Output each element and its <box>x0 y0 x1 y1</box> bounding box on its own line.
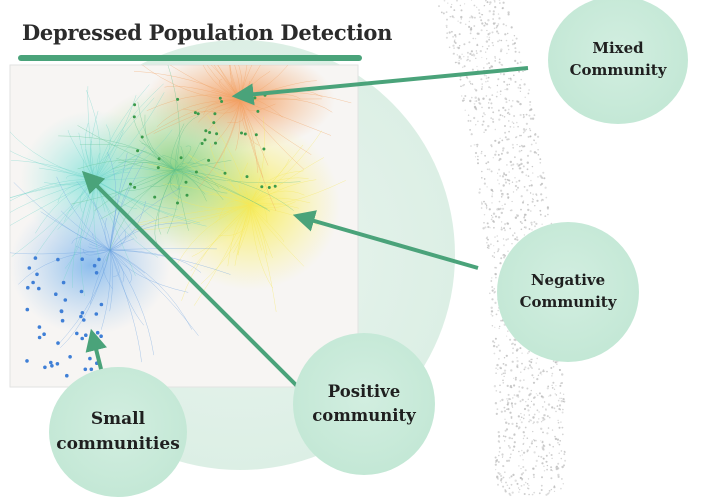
negative-community-bubble: Negative Community <box>497 222 639 362</box>
small-cluster-blob <box>10 195 170 335</box>
positive-community-label: Positive community <box>312 382 416 425</box>
arrow-to-positive <box>81 170 300 389</box>
positive-community-bubble: Positive community <box>293 333 435 475</box>
negative-community-label: Negative Community <box>519 271 617 311</box>
small-communities-label: Small communities <box>56 409 180 454</box>
arrow-to-mixed <box>231 66 529 106</box>
small-communities-bubble: Small communities <box>49 367 187 497</box>
arrow-to-negative <box>292 210 479 270</box>
mixed-community-label: Mixed Community <box>569 39 667 79</box>
mixed-community-bubble: Mixed Community <box>548 0 688 124</box>
network-edges <box>10 65 352 363</box>
title-underline <box>18 55 362 61</box>
page-title: Depressed Population Detection <box>22 20 393 45</box>
